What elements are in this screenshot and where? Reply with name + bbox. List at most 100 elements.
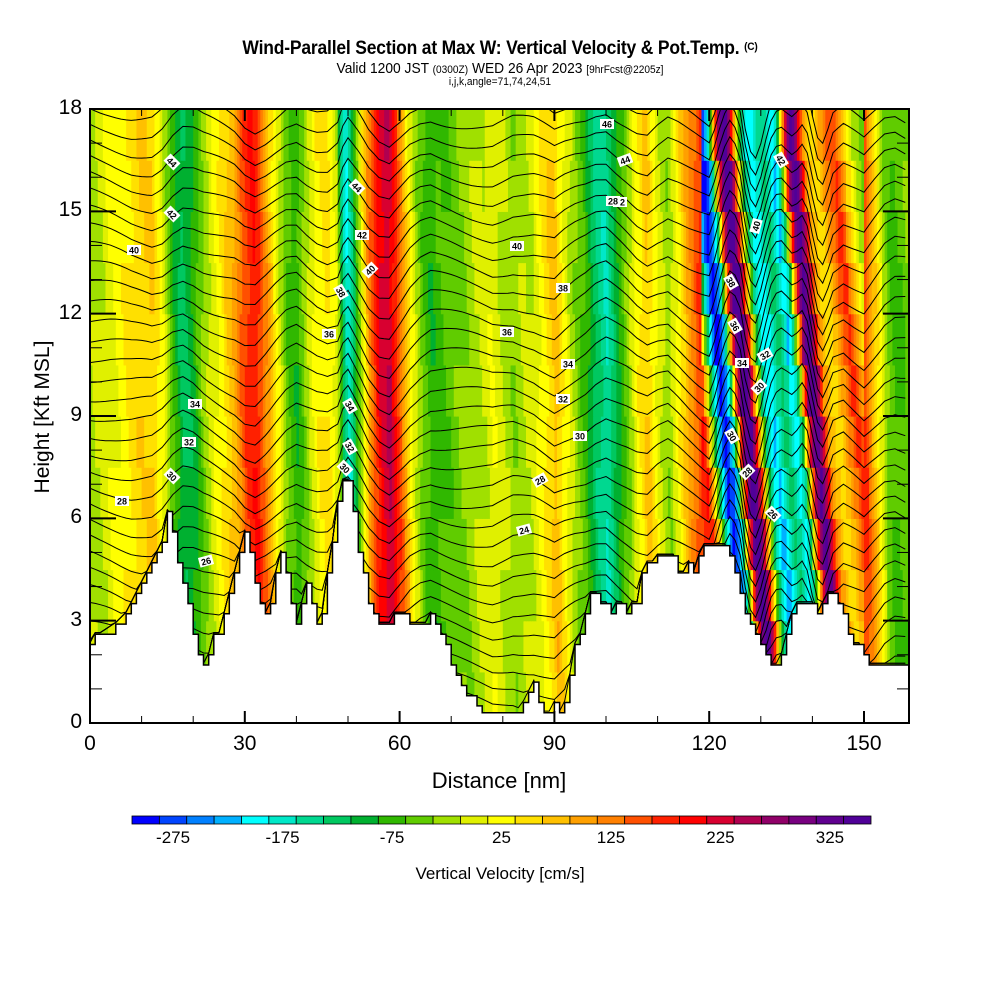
velocity-cell xyxy=(789,160,793,212)
velocity-cell xyxy=(750,416,754,468)
velocity-cell xyxy=(249,109,254,161)
velocity-cell xyxy=(131,364,135,417)
velocity-cell xyxy=(590,313,594,366)
velocity-cell xyxy=(577,518,581,571)
velocity-cell xyxy=(655,211,659,264)
velocity-cell xyxy=(727,467,731,519)
velocity-cell xyxy=(131,262,135,315)
velocity-cell xyxy=(760,467,764,519)
svg-text:30: 30 xyxy=(725,429,739,443)
velocity-cell xyxy=(378,518,383,571)
velocity-cell xyxy=(224,313,228,366)
velocity-cell xyxy=(763,364,767,417)
velocity-cell xyxy=(685,518,690,571)
velocity-cell xyxy=(879,518,883,571)
velocity-cell xyxy=(678,364,682,417)
velocity-cell xyxy=(319,109,323,161)
velocity-cell xyxy=(239,160,243,212)
velocity-cell xyxy=(458,364,463,417)
velocity-cell xyxy=(304,364,308,417)
velocity-cell xyxy=(182,313,187,366)
velocity-cell xyxy=(745,211,749,264)
velocity-cell xyxy=(399,109,403,161)
velocity-cell xyxy=(621,109,625,161)
velocity-cell xyxy=(190,518,194,571)
velocity-cell xyxy=(95,262,99,315)
velocity-cell xyxy=(629,109,633,161)
velocity-cell xyxy=(745,467,749,519)
velocity-cell xyxy=(897,569,901,622)
velocity-cell xyxy=(776,211,780,264)
velocity-cell xyxy=(242,467,246,519)
velocity-cell xyxy=(327,313,331,366)
velocity-cell xyxy=(729,160,734,212)
velocity-cell xyxy=(791,518,795,571)
velocity-cell xyxy=(226,518,230,571)
velocity-cell xyxy=(195,160,199,212)
velocity-cell xyxy=(260,160,264,212)
velocity-cell xyxy=(399,467,403,519)
velocity-cell xyxy=(549,569,553,622)
velocity-cell xyxy=(647,262,651,315)
velocity-cell xyxy=(90,416,94,468)
velocity-cell xyxy=(660,518,664,571)
velocity-cell xyxy=(440,109,445,161)
velocity-cell xyxy=(753,262,757,315)
velocity-cell xyxy=(319,262,323,315)
velocity-cell xyxy=(185,467,189,519)
velocity-cell xyxy=(260,416,264,468)
velocity-cell xyxy=(453,364,457,417)
velocity-cell xyxy=(409,109,414,161)
velocity-cell xyxy=(737,313,741,366)
velocity-cell xyxy=(820,262,824,315)
velocity-cell xyxy=(311,160,316,212)
velocity-cell xyxy=(722,211,726,264)
svg-text:34: 34 xyxy=(190,400,200,410)
velocity-cell xyxy=(381,262,385,315)
velocity-cell xyxy=(466,262,470,315)
velocity-cell xyxy=(820,416,824,468)
velocity-cell xyxy=(182,364,187,417)
velocity-cell xyxy=(371,313,375,366)
velocity-cell xyxy=(536,160,540,212)
velocity-cell xyxy=(105,467,109,519)
velocity-cell xyxy=(242,364,246,417)
velocity-cell xyxy=(879,620,883,673)
colorbar-swatch xyxy=(432,815,461,825)
velocity-cell xyxy=(691,160,695,212)
velocity-cell xyxy=(747,160,752,212)
velocity-cell xyxy=(564,569,568,622)
velocity-cell xyxy=(443,109,447,161)
velocity-cell xyxy=(224,518,228,571)
velocity-cell xyxy=(262,313,267,366)
velocity-cell xyxy=(781,569,785,622)
velocity-cell xyxy=(461,620,465,673)
velocity-cell xyxy=(363,518,367,571)
velocity-cell xyxy=(562,313,566,366)
velocity-cell xyxy=(332,467,336,519)
velocity-cell xyxy=(324,160,328,212)
velocity-cell xyxy=(203,262,207,315)
velocity-cell xyxy=(149,262,153,315)
velocity-cell xyxy=(531,313,535,366)
velocity-cell xyxy=(275,160,279,212)
velocity-cell xyxy=(288,160,292,212)
velocity-cell xyxy=(814,313,819,366)
velocity-cell xyxy=(678,109,682,161)
velocity-cell xyxy=(546,518,550,571)
velocity-cell xyxy=(510,467,514,519)
velocity-cell xyxy=(175,262,179,315)
velocity-cell xyxy=(670,160,674,212)
velocity-cell xyxy=(732,467,736,519)
velocity-cell xyxy=(332,211,336,264)
velocity-cell xyxy=(786,416,790,468)
velocity-cell xyxy=(100,160,104,212)
velocity-cell xyxy=(755,211,759,264)
velocity-cell xyxy=(515,160,519,212)
velocity-cell xyxy=(407,211,411,264)
contour-label: 28 xyxy=(531,472,549,488)
velocity-cell xyxy=(897,467,901,519)
velocity-cell xyxy=(848,518,852,571)
velocity-cell xyxy=(105,262,109,315)
velocity-cell xyxy=(219,313,223,366)
